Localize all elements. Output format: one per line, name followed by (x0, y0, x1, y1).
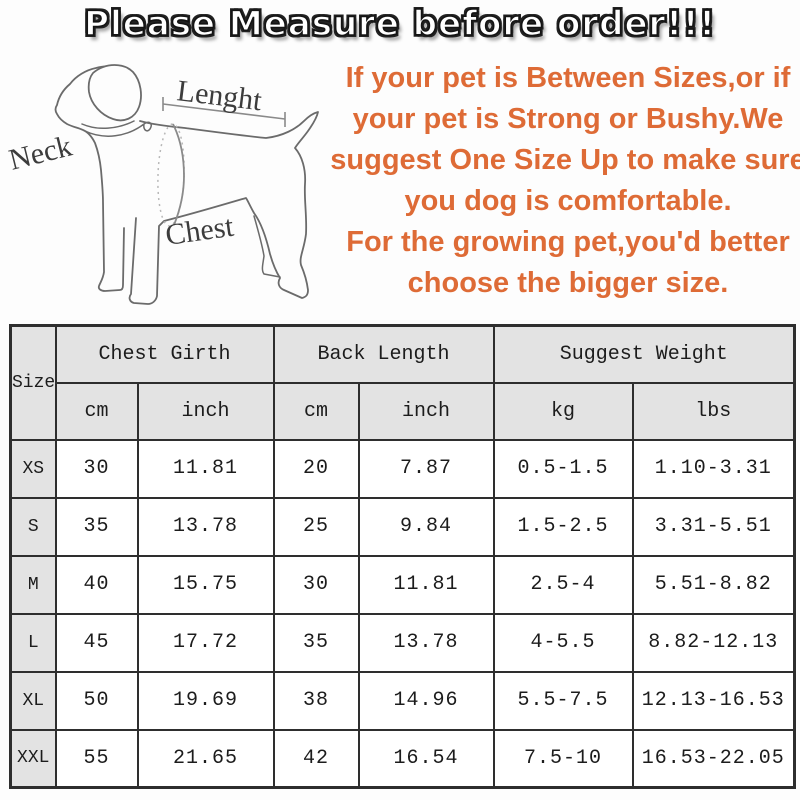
table-row: S 35 13.78 25 9.84 1.5-2.5 3.31-5.51 (9, 496, 796, 557)
value-cell: 3.31-5.51 (631, 496, 796, 557)
value-cell: 15.75 (136, 554, 275, 615)
value-cell: 55 (54, 728, 139, 789)
value-cell: 20 (272, 438, 360, 499)
dog-neck-band (81, 120, 152, 137)
value-cell: 17.72 (136, 612, 275, 673)
table-row: XL 50 19.69 38 14.96 5.5-7.5 12.13-16.53 (9, 670, 796, 731)
size-column-header: Size (9, 324, 57, 441)
value-cell: 35 (272, 612, 360, 673)
back-length-header: Back Length (272, 324, 495, 384)
size-cell: M (9, 554, 57, 615)
dog-far-leg (253, 215, 281, 278)
note-line: your pet is Strong or Bushy.We (352, 103, 784, 135)
value-cell: 8.82-12.13 (631, 612, 796, 673)
value-cell: 30 (272, 554, 360, 615)
table-row: L 45 17.72 35 13.78 4-5.5 8.82-12.13 (9, 612, 796, 673)
table-row: XS 30 11.81 20 7.87 0.5-1.5 1.10-3.31 (9, 438, 796, 499)
size-cell: XS (9, 438, 57, 499)
page-title: Please Measure before order!!! (83, 3, 716, 45)
note-line: suggest One Size Up to make sure (330, 144, 800, 176)
value-cell: 5.5-7.5 (492, 670, 634, 731)
size-cell: L (9, 612, 57, 673)
unit-header-cm: cm (54, 381, 139, 441)
chest-label: Chest (163, 210, 236, 252)
size-chart-table: Size Chest Girth Back Length Suggest Wei… (9, 324, 796, 789)
value-cell: 42 (272, 728, 360, 789)
value-cell: 50 (54, 670, 139, 731)
dog-body-outline (128, 111, 319, 305)
note-line: For the growing pet,you'd better (346, 226, 790, 258)
value-cell: 11.81 (357, 554, 495, 615)
value-cell: 11.81 (136, 438, 275, 499)
value-cell: 12.13-16.53 (631, 670, 796, 731)
value-cell: 5.51-8.82 (631, 554, 796, 615)
size-cell: XL (9, 670, 57, 731)
value-cell: 1.10-3.31 (631, 438, 796, 499)
value-cell: 38 (272, 670, 360, 731)
unit-header-lbs: lbs (631, 381, 796, 441)
value-cell: 0.5-1.5 (492, 438, 634, 499)
unit-header-cm: cm (272, 381, 360, 441)
note-line: If your pet is Between Sizes,or if (345, 62, 791, 94)
chest-girth-ellipse (157, 123, 185, 227)
value-cell: 14.96 (357, 670, 495, 731)
size-cell: S (9, 496, 57, 557)
dog-ear (87, 64, 142, 122)
unit-header-kg: kg (492, 381, 634, 441)
table-row: M 40 15.75 30 11.81 2.5-4 5.51-8.82 (9, 554, 796, 615)
value-cell: 25 (272, 496, 360, 557)
value-cell: 7.87 (357, 438, 495, 499)
note-line: choose the bigger size. (407, 267, 729, 299)
value-cell: 13.78 (357, 612, 495, 673)
dog-measurement-diagram: Lenght Neck Chest (0, 58, 350, 320)
value-cell: 7.5-10 (492, 728, 634, 789)
size-cell: XXL (9, 728, 57, 789)
table-row: XXL 55 21.65 42 16.54 7.5-10 16.53-22.05 (9, 728, 796, 789)
value-cell: 16.54 (357, 728, 495, 789)
length-label: Lenght (175, 74, 264, 117)
value-cell: 16.53-22.05 (631, 728, 796, 789)
unit-header-inch: inch (357, 381, 495, 441)
note-line: you dog is comfortable. (404, 185, 732, 217)
sizing-advice-note: If your pet is Between Sizes,or if your … (330, 58, 800, 304)
unit-header-inch: inch (136, 381, 275, 441)
value-cell: 9.84 (357, 496, 495, 557)
value-cell: 13.78 (136, 496, 275, 557)
length-measure-line (162, 97, 286, 127)
value-cell: 2.5-4 (492, 554, 634, 615)
value-cell: 40 (54, 554, 139, 615)
chest-girth-arc (172, 123, 185, 226)
chest-girth-header: Chest Girth (54, 324, 275, 384)
value-cell: 30 (54, 438, 139, 499)
value-cell: 35 (54, 496, 139, 557)
value-cell: 21.65 (136, 728, 275, 789)
value-cell: 19.69 (136, 670, 275, 731)
value-cell: 45 (54, 612, 139, 673)
suggest-weight-header: Suggest Weight (492, 324, 796, 384)
value-cell: 4-5.5 (492, 612, 634, 673)
neck-label: Neck (6, 129, 75, 176)
value-cell: 1.5-2.5 (492, 496, 634, 557)
